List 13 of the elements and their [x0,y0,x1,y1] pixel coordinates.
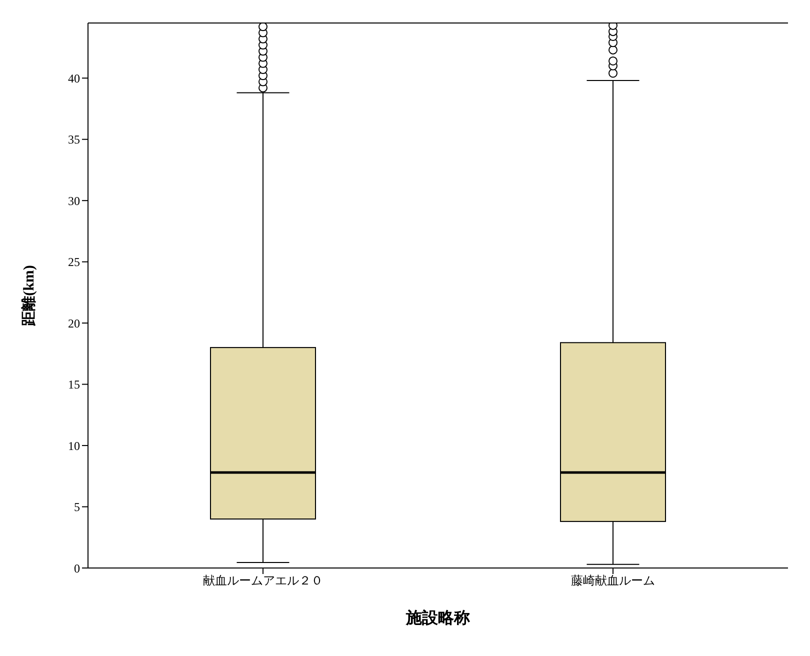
y-tick-label: 5 [74,500,80,514]
y-tick-label: 20 [68,316,80,330]
y-axis-title: 距離(km) [20,265,38,327]
y-tick-label: 15 [68,378,80,392]
y-tick-label: 30 [68,194,80,208]
x-tick-label: 藤崎献血ルーム [571,574,655,588]
y-tick-label: 10 [68,438,80,453]
y-tick-label: 40 [68,71,80,86]
x-axis-title: 施設略称 [405,609,470,627]
y-tick-label: 25 [68,255,80,270]
x-tick-label: 献血ルームアエル２０ [203,574,323,588]
y-tick-label: 35 [68,132,80,147]
y-tick-label: 0 [74,561,80,576]
